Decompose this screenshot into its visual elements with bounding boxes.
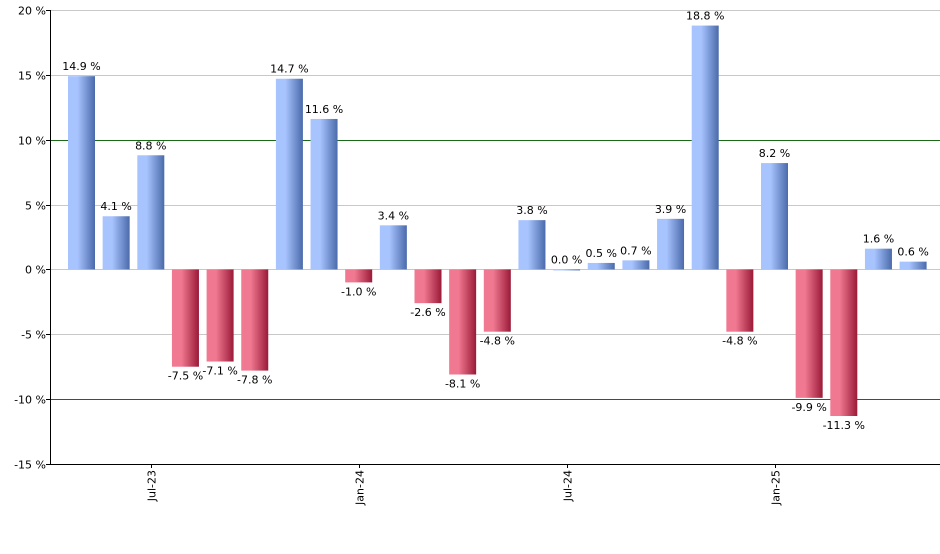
data-label: 3.9 % <box>655 203 686 216</box>
y-tick-label: 15 % <box>18 70 46 83</box>
y-tick-label: -15 % <box>14 459 46 472</box>
y-tick-label: -10 % <box>14 394 46 407</box>
bar <box>449 269 477 375</box>
data-label: 8.8 % <box>135 139 166 152</box>
bar <box>171 269 199 367</box>
data-label: 0.5 % <box>586 247 617 260</box>
bar <box>864 248 892 270</box>
bar <box>518 220 546 270</box>
data-label: 0.7 % <box>620 244 651 257</box>
data-label: -1.0 % <box>341 285 376 298</box>
data-label: -7.1 % <box>202 365 237 378</box>
data-label: 3.8 % <box>516 204 547 217</box>
y-tick-label: 5 % <box>25 200 46 213</box>
bar <box>691 25 719 270</box>
data-label: 1.6 % <box>863 233 894 246</box>
bar <box>657 218 685 270</box>
x-tick-label: Jul-23 <box>146 470 159 502</box>
bar <box>241 269 269 371</box>
bar <box>726 269 754 332</box>
y-tick-label: 20 % <box>18 5 46 18</box>
data-label: 11.6 % <box>305 103 343 116</box>
data-label: 0.6 % <box>897 246 928 259</box>
bar-series <box>68 25 927 417</box>
data-label: -4.8 % <box>480 335 515 348</box>
bar <box>206 269 234 362</box>
x-tick-label: Jan-25 <box>770 470 783 506</box>
bar <box>761 163 788 270</box>
bar <box>795 269 823 398</box>
data-label: -7.5 % <box>168 370 203 383</box>
bar <box>68 76 95 270</box>
bar <box>379 225 407 270</box>
bar <box>830 269 858 417</box>
bar <box>483 269 511 332</box>
bar <box>899 261 927 270</box>
bar <box>553 269 581 271</box>
data-label: 14.9 % <box>62 60 100 73</box>
data-label: 4.1 % <box>100 200 131 213</box>
data-label: 3.4 % <box>378 209 409 222</box>
bar <box>137 155 165 270</box>
y-tick-label: 0 % <box>25 264 46 277</box>
data-labels: 14.9 % 4.1 % 8.8 % -7.5 % -7.1 %-7.8 % 14.7 %… <box>62 10 929 432</box>
data-label: -7.8 % <box>237 374 272 387</box>
data-label: 8.2 % <box>759 147 790 160</box>
y-tick-label: 10 % <box>18 135 46 148</box>
data-label: -8.1 % <box>445 377 480 390</box>
x-tick-label: Jul-24 <box>562 470 575 502</box>
bar <box>275 78 303 270</box>
bar <box>414 269 442 304</box>
x-tick-label: Jan-24 <box>354 470 367 506</box>
bar <box>345 269 373 283</box>
data-label: -4.8 % <box>722 335 757 348</box>
axes: 20 % 15 % 10 % 5 % 0 % -5 % -10 % -15 % Jul-23 Ja… <box>14 5 940 506</box>
data-label: 14.7 % <box>270 63 308 76</box>
bar <box>102 216 130 270</box>
data-label: -11.3 % <box>823 419 865 432</box>
y-tick-label: -5 % <box>21 329 46 342</box>
bar <box>622 260 650 270</box>
data-label: -9.9 % <box>791 401 826 414</box>
bar <box>587 262 615 270</box>
bar <box>310 118 338 270</box>
data-label: 18.8 % <box>686 10 724 23</box>
data-label: -2.6 % <box>410 306 445 319</box>
data-label: 0.0 % <box>551 253 582 266</box>
